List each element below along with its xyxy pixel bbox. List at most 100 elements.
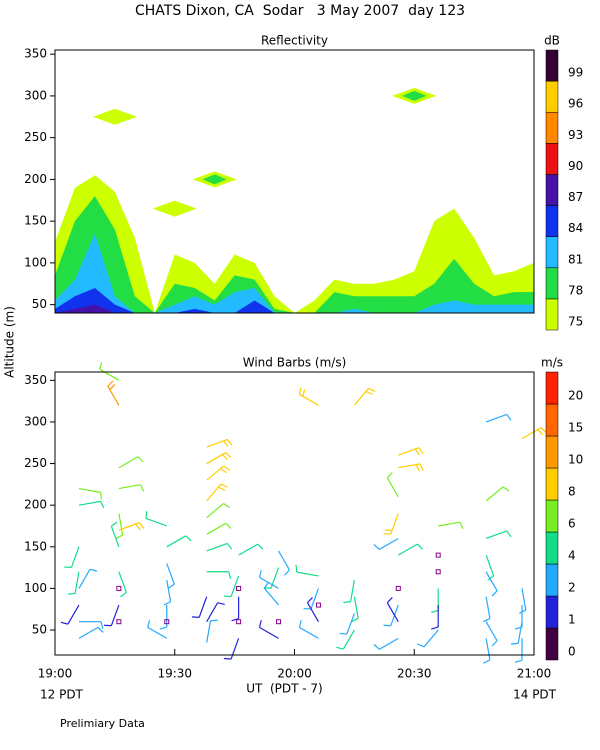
y-tick-label: 250 [24, 456, 47, 470]
barb-staff [206, 503, 224, 519]
y-axis-label: Altitude (m) [3, 306, 17, 378]
y-tick-label: 50 [32, 623, 47, 637]
x-axis-label: UT (PDT - 7) [246, 682, 323, 696]
wind-barb [116, 619, 122, 625]
wind-barb [60, 604, 80, 625]
barb-feather [228, 571, 232, 579]
wind-barb [206, 465, 230, 481]
barb-feather [384, 529, 393, 532]
barb-feather [100, 501, 105, 509]
barb-staff [521, 427, 542, 440]
barb-feather [415, 464, 420, 472]
y-tick-label: 200 [24, 172, 47, 186]
wind-barb [263, 581, 279, 606]
wind-barb [238, 543, 264, 556]
wind-barb [351, 596, 359, 623]
barb-staff [378, 637, 399, 650]
reflectivity-patch [402, 90, 427, 101]
barb-staff [378, 537, 399, 550]
barb-feather [223, 465, 230, 471]
barb-feather [99, 362, 103, 370]
colorbar-label: 20 [568, 389, 583, 403]
barb-staff [310, 588, 320, 610]
reflectivity-fill [55, 196, 534, 313]
barb-staff [74, 571, 80, 594]
barb-staff [299, 626, 319, 639]
barb-feather [231, 618, 239, 622]
wind-barb [431, 588, 439, 613]
colorbar-label: 2 [568, 581, 576, 595]
barb-feather [223, 503, 230, 509]
wind-barb [483, 596, 491, 623]
barb-staff [118, 513, 124, 536]
wind-barb [485, 554, 495, 581]
barb-feather [139, 484, 145, 492]
barb-feather [419, 463, 424, 471]
wind-barb [166, 563, 175, 589]
barb-staff [206, 522, 227, 535]
barb-feather [185, 535, 192, 542]
reflectivity-patch [152, 200, 197, 217]
barb-staff [166, 579, 172, 602]
barb-staff [118, 456, 139, 469]
reflectivity-patch [202, 174, 227, 185]
barb-feather [225, 522, 232, 529]
barb-feather [351, 617, 359, 623]
calm-marker [116, 619, 122, 625]
calm-marker [276, 619, 282, 625]
wind-barb [306, 597, 319, 623]
wind-barb [397, 543, 423, 556]
wind-barb [78, 621, 104, 629]
wind-barb [78, 500, 105, 509]
wind-barb [118, 571, 127, 598]
colorbar-title: m/s [541, 356, 563, 370]
colorbar-label: 10 [568, 453, 583, 467]
colorbar-block [545, 563, 559, 597]
wind-barb [116, 585, 122, 591]
barb-feather [163, 601, 171, 606]
barb-staff [118, 522, 140, 531]
barb-feather [257, 543, 264, 550]
wind-barb [236, 585, 242, 591]
y-tick-label: 50 [32, 297, 47, 311]
barb-staff [238, 543, 258, 556]
wind-barb [303, 588, 320, 610]
wind-barb [159, 605, 168, 630]
wind-barb [438, 521, 464, 529]
barb-feather [483, 659, 491, 664]
barb-feather [302, 389, 306, 397]
colorbar-block [545, 371, 559, 405]
barb-feather [135, 523, 141, 531]
barb-feather [336, 646, 344, 650]
wind-barb [147, 620, 168, 639]
barb-feather [343, 601, 351, 604]
barb-staff [485, 571, 498, 592]
wind-barb [64, 546, 80, 569]
wind-barb [236, 619, 242, 625]
annotation: 12 PDT [40, 688, 84, 702]
colorbar-block [545, 174, 559, 206]
barb-feather [502, 486, 510, 492]
barb-feather [491, 640, 498, 647]
barb-feather [109, 384, 116, 391]
barb-feather [97, 626, 104, 633]
barb-staff [386, 602, 399, 623]
wind-barb [206, 438, 233, 448]
barb-staff [230, 575, 240, 597]
y-tick-label: 200 [24, 498, 47, 512]
barb-feather [506, 414, 512, 421]
wind-barb [485, 413, 512, 423]
barb-feather [120, 591, 127, 598]
barb-staff [485, 530, 507, 540]
barb-feather [110, 521, 118, 527]
colorbar-label: 81 [568, 252, 583, 266]
colorbar-block [545, 267, 559, 300]
colorbar-block [545, 236, 559, 269]
barb-feather [223, 595, 232, 598]
wind-barb [417, 629, 439, 648]
colorbar-label: 90 [568, 159, 583, 173]
colorbar-block [545, 143, 559, 175]
wind-barb [315, 602, 321, 608]
wind-barb [118, 456, 144, 469]
barb-feather [540, 427, 547, 434]
